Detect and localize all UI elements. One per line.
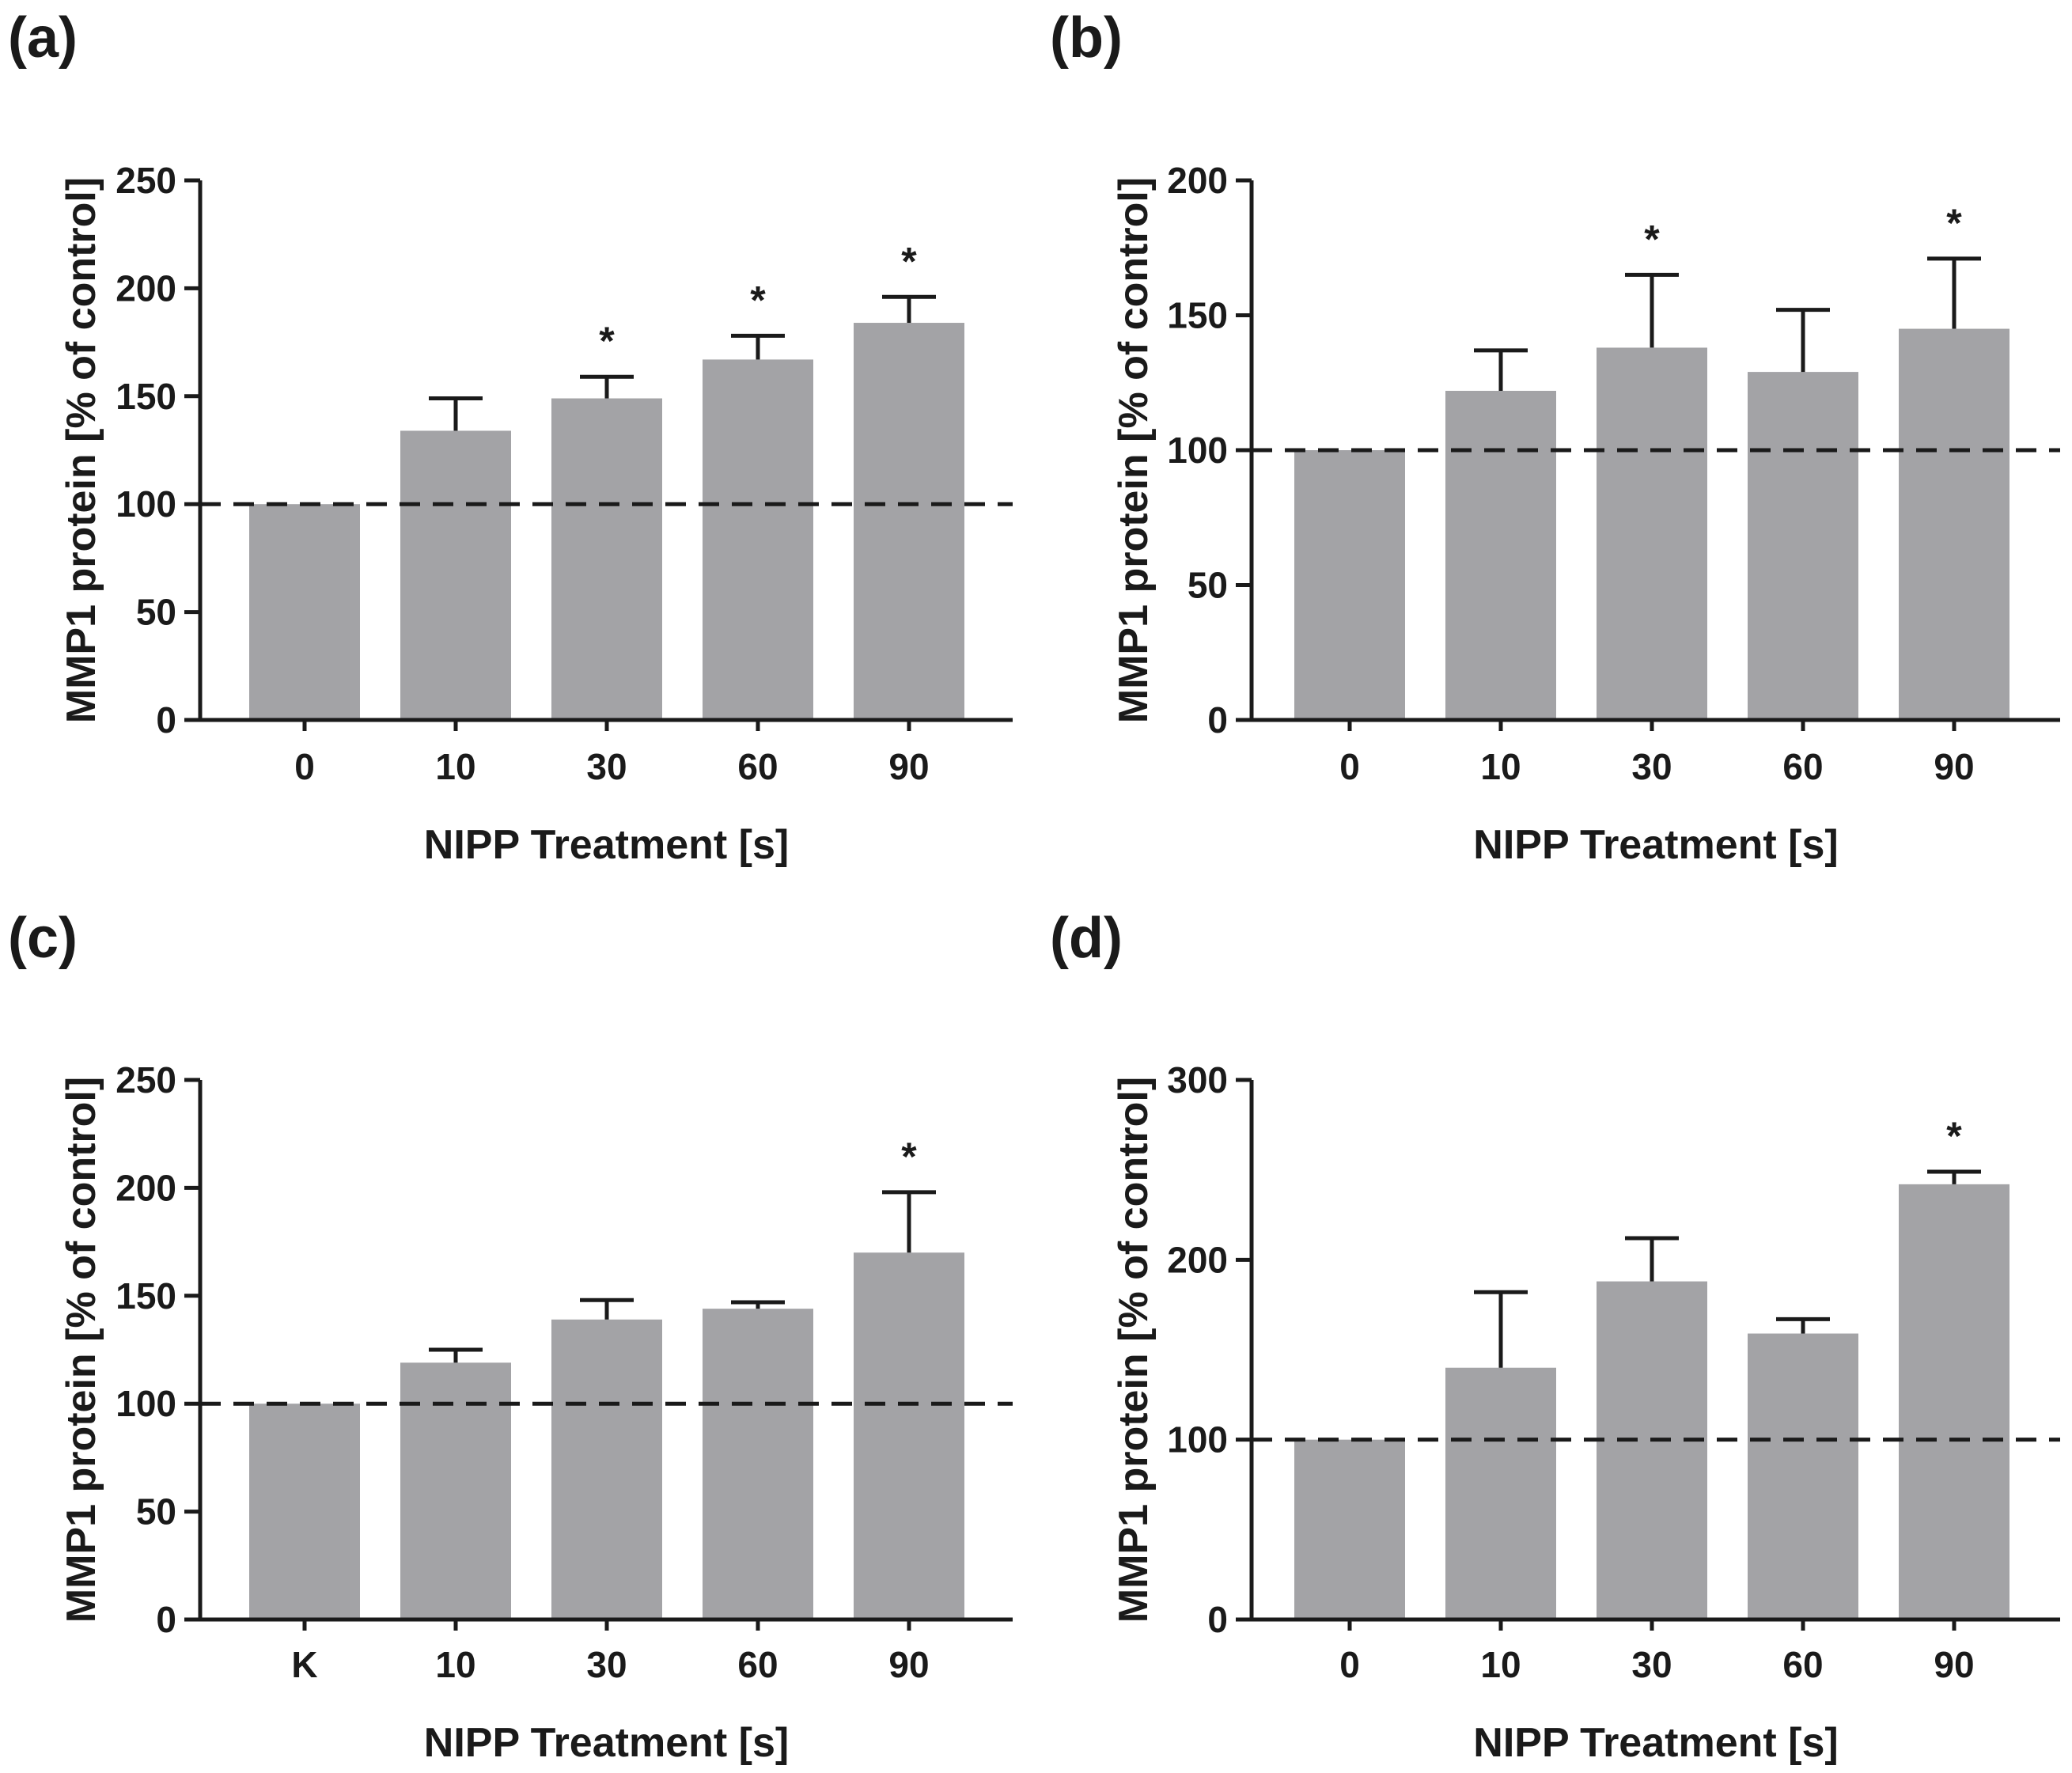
significance-star: * [901, 239, 917, 283]
bar [551, 398, 662, 720]
y-axis-title: MMP1 protein [% of control] [59, 1077, 104, 1623]
bar [703, 359, 813, 720]
y-axis-title: MMP1 protein [% of control] [1111, 177, 1157, 723]
x-tick-label: 30 [586, 746, 627, 787]
bar [1597, 347, 1707, 720]
bar [400, 1362, 511, 1620]
x-tick-label: 30 [1631, 746, 1672, 787]
y-tick-label: 0 [1207, 1599, 1228, 1640]
y-axis-title: MMP1 protein [% of control] [59, 177, 104, 723]
bar [854, 1252, 964, 1620]
y-tick-label: 50 [136, 1491, 176, 1532]
y-tick-label: 200 [116, 1167, 176, 1208]
bar [400, 430, 511, 720]
bar [1899, 328, 2009, 720]
y-tick-label: 50 [1188, 565, 1228, 606]
chart-panel-1: (a) 0 10 * 30 * 60 * 90 0 50 100 150 200 250 NIPP Treat… [8, 6, 1013, 868]
x-tick-label: 30 [1631, 1644, 1672, 1685]
significance-star: * [1644, 217, 1660, 261]
bar [249, 1404, 360, 1620]
x-tick-label: 10 [1480, 746, 1521, 787]
bar [551, 1319, 662, 1620]
bar [703, 1309, 813, 1620]
y-tick-label: 200 [116, 267, 176, 309]
bar [854, 323, 964, 720]
x-axis-title: NIPP Treatment [s] [1473, 822, 1838, 868]
bar [1748, 372, 1858, 720]
y-tick-label: 150 [1167, 295, 1228, 336]
y-tick-label: 200 [1167, 160, 1228, 201]
x-tick-label: 60 [1782, 1644, 1823, 1685]
panel-label: (d) [1050, 907, 1123, 970]
x-tick-label: 30 [586, 1644, 627, 1685]
x-tick-label: 60 [737, 746, 778, 787]
bar [1294, 1439, 1405, 1620]
x-tick-label: 10 [435, 746, 475, 787]
y-tick-label: 0 [1207, 699, 1228, 741]
panel-label: (c) [8, 907, 78, 970]
chart-panel-3: (c) K 10 30 60 * 90 0 50 100 150 200 250 NIPP Treatme… [8, 907, 1013, 1766]
x-tick-label: 60 [1782, 746, 1823, 787]
significance-star: * [901, 1135, 917, 1179]
x-tick-label: 0 [294, 746, 315, 787]
panel-label: (a) [8, 6, 78, 70]
chart-panel-2: (b) 0 10 * 30 60 * 90 0 50 100 150 200 NIPP Treatment… [1050, 6, 2060, 868]
x-tick-label: 90 [888, 1644, 929, 1685]
y-tick-label: 100 [116, 1383, 176, 1424]
bar [1748, 1333, 1858, 1620]
bar [1445, 390, 1556, 720]
y-tick-label: 100 [1167, 1419, 1228, 1460]
bar [1597, 1281, 1707, 1620]
bar [249, 504, 360, 720]
x-tick-label: 90 [888, 746, 929, 787]
x-tick-label: 0 [1339, 746, 1360, 787]
x-axis-title: NIPP Treatment [s] [1473, 1720, 1838, 1766]
y-tick-label: 150 [116, 376, 176, 417]
significance-star: * [599, 319, 615, 363]
y-tick-label: 150 [116, 1275, 176, 1316]
x-tick-label: 90 [1934, 1644, 1974, 1685]
x-tick-label: 10 [1480, 1644, 1521, 1685]
x-axis-title: NIPP Treatment [s] [424, 1720, 789, 1766]
bar [1899, 1184, 2009, 1620]
x-axis-title: NIPP Treatment [s] [424, 822, 789, 868]
x-tick-label: K [291, 1644, 317, 1685]
y-tick-label: 0 [156, 699, 176, 741]
y-tick-label: 250 [116, 1059, 176, 1101]
y-tick-label: 100 [1167, 430, 1228, 471]
y-tick-label: 100 [116, 483, 176, 525]
y-tick-label: 50 [136, 592, 176, 633]
y-axis-title: MMP1 protein [% of control] [1111, 1077, 1157, 1623]
y-tick-label: 200 [1167, 1239, 1228, 1280]
x-tick-label: 60 [737, 1644, 778, 1685]
x-tick-label: 0 [1339, 1644, 1360, 1685]
x-tick-label: 90 [1934, 746, 1974, 787]
y-tick-label: 250 [116, 160, 176, 201]
y-tick-label: 300 [1167, 1059, 1228, 1101]
chart-panel-4: (d) 0 10 30 60 * 90 0 100 200 300 NIPP Treatment [s… [1050, 907, 2060, 1766]
significance-star: * [1946, 1114, 1962, 1158]
panel-label: (b) [1050, 6, 1123, 70]
y-tick-label: 0 [156, 1599, 176, 1640]
significance-star: * [750, 278, 766, 322]
significance-star: * [1946, 201, 1962, 245]
bar [1445, 1367, 1556, 1620]
bar [1294, 450, 1405, 720]
x-tick-label: 10 [435, 1644, 475, 1685]
